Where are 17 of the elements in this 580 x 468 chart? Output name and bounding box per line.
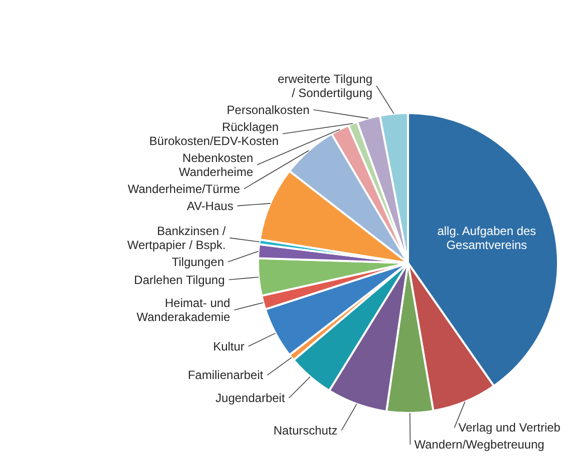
slice-label: Tilgungen	[172, 254, 224, 269]
slice-label: Darlehen Tilgung	[134, 272, 225, 287]
slice-label: Heimat- und Wanderakademie	[136, 296, 231, 324]
slice-label: Wandern/Wegbetreuung	[414, 438, 544, 452]
slice-label: Kultur	[213, 339, 244, 354]
slice-label: erweiterte Tilgung / Sondertilgung	[278, 72, 372, 100]
slice-label: Naturschutz	[274, 423, 338, 438]
slice-label: Personalkosten	[226, 102, 310, 117]
slice-label: allg. Aufgaben des Gesamtvereins	[437, 224, 536, 252]
slice-label: Rücklagen Bürokosten/EDV-Kosten	[149, 120, 279, 148]
slice-label: Verlag und Vertrieb	[458, 420, 561, 435]
slice-label: Jugendarbeit	[216, 390, 286, 405]
slice-label: Familienarbeit	[188, 368, 264, 382]
slice-label: AV-Haus	[186, 198, 234, 213]
slice-label: Nebenkosten Wanderheime	[178, 150, 254, 179]
slice-label: Bankzinsen / Wertpapier / Bspk.	[127, 224, 226, 252]
slice-label: Wanderheime/Türme	[128, 182, 240, 196]
